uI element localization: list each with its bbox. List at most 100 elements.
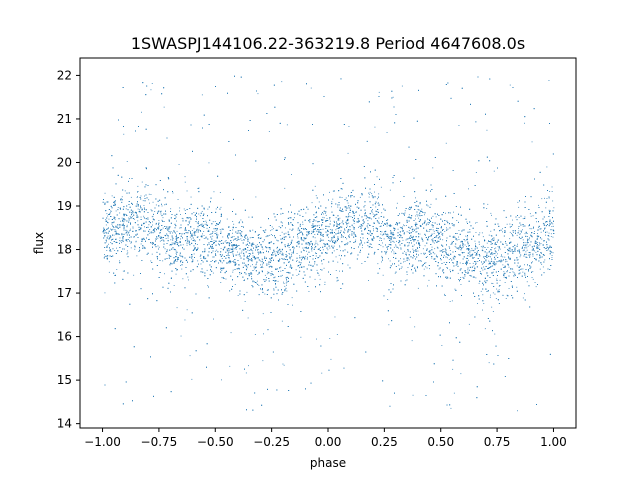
data-point [408, 214, 410, 216]
data-point [179, 210, 180, 212]
data-point [550, 236, 552, 237]
data-point [506, 294, 508, 296]
data-point [534, 231, 535, 232]
data-point [216, 230, 218, 231]
data-point [281, 238, 283, 240]
data-point [456, 220, 458, 221]
data-point [442, 234, 444, 236]
data-point [320, 238, 322, 240]
data-point [381, 223, 383, 224]
data-point [335, 217, 337, 219]
data-point [417, 250, 419, 252]
data-point [345, 207, 347, 209]
data-point [548, 235, 550, 237]
data-point [526, 249, 528, 251]
data-point [333, 245, 335, 247]
data-point [382, 246, 384, 248]
data-point [334, 235, 335, 237]
data-point [176, 242, 178, 244]
data-point [490, 242, 492, 244]
data-point [413, 244, 415, 246]
data-point [367, 245, 369, 247]
data-point [306, 248, 308, 249]
data-point [244, 301, 246, 302]
data-point [452, 368, 454, 370]
data-point [435, 236, 437, 238]
data-point [246, 291, 248, 293]
data-point [127, 234, 129, 236]
data-point [483, 266, 485, 268]
data-point [266, 263, 268, 265]
data-point [243, 254, 245, 256]
data-point [207, 208, 209, 210]
data-point [466, 221, 468, 223]
data-point [139, 211, 141, 213]
data-point [521, 231, 522, 233]
data-point [262, 267, 264, 268]
data-point [171, 242, 173, 244]
data-point [302, 223, 304, 225]
data-point [377, 229, 378, 231]
data-point [213, 240, 215, 242]
data-point [190, 196, 192, 198]
data-point [212, 260, 213, 261]
data-point [361, 216, 363, 218]
data-point [443, 254, 445, 256]
data-point [144, 217, 145, 219]
data-point [347, 231, 349, 233]
data-point [477, 261, 479, 262]
data-point [490, 256, 491, 258]
data-point [339, 232, 341, 234]
data-point [299, 243, 300, 245]
data-point [368, 239, 370, 241]
data-point [166, 233, 168, 235]
data-point [215, 208, 217, 210]
data-point [262, 230, 264, 231]
data-point [227, 262, 229, 264]
data-point [170, 231, 172, 232]
data-point [509, 84, 511, 86]
data-point [228, 226, 230, 227]
data-point [538, 247, 540, 249]
data-point [347, 264, 349, 266]
data-point [464, 240, 466, 242]
data-point [157, 245, 159, 247]
data-point [215, 224, 217, 226]
data-point [120, 240, 122, 242]
data-point [344, 229, 346, 231]
data-point [465, 257, 467, 259]
data-point [415, 215, 417, 217]
data-point [538, 245, 540, 247]
data-point [421, 208, 423, 210]
data-point [150, 194, 152, 195]
data-point [223, 247, 225, 249]
data-point [113, 234, 115, 236]
data-point [152, 244, 154, 245]
data-point [232, 254, 234, 256]
data-point [106, 250, 108, 251]
data-point [428, 223, 429, 225]
data-point [184, 319, 186, 321]
data-point [322, 228, 324, 230]
data-point [464, 244, 466, 246]
data-point [229, 262, 231, 264]
data-point [160, 210, 162, 212]
data-point [466, 246, 467, 247]
data-point [402, 226, 403, 228]
data-point [469, 263, 471, 264]
data-point [517, 259, 519, 261]
data-point [158, 227, 159, 228]
data-point [398, 240, 400, 241]
data-point [378, 203, 380, 205]
data-point [335, 256, 337, 258]
data-point [332, 235, 334, 237]
data-point [282, 212, 284, 214]
data-point [308, 291, 310, 292]
data-point [552, 225, 554, 227]
data-point [327, 233, 329, 235]
data-point [233, 239, 234, 241]
data-point [126, 250, 128, 252]
data-point [198, 187, 200, 189]
data-point [314, 244, 316, 246]
data-point [229, 245, 230, 247]
